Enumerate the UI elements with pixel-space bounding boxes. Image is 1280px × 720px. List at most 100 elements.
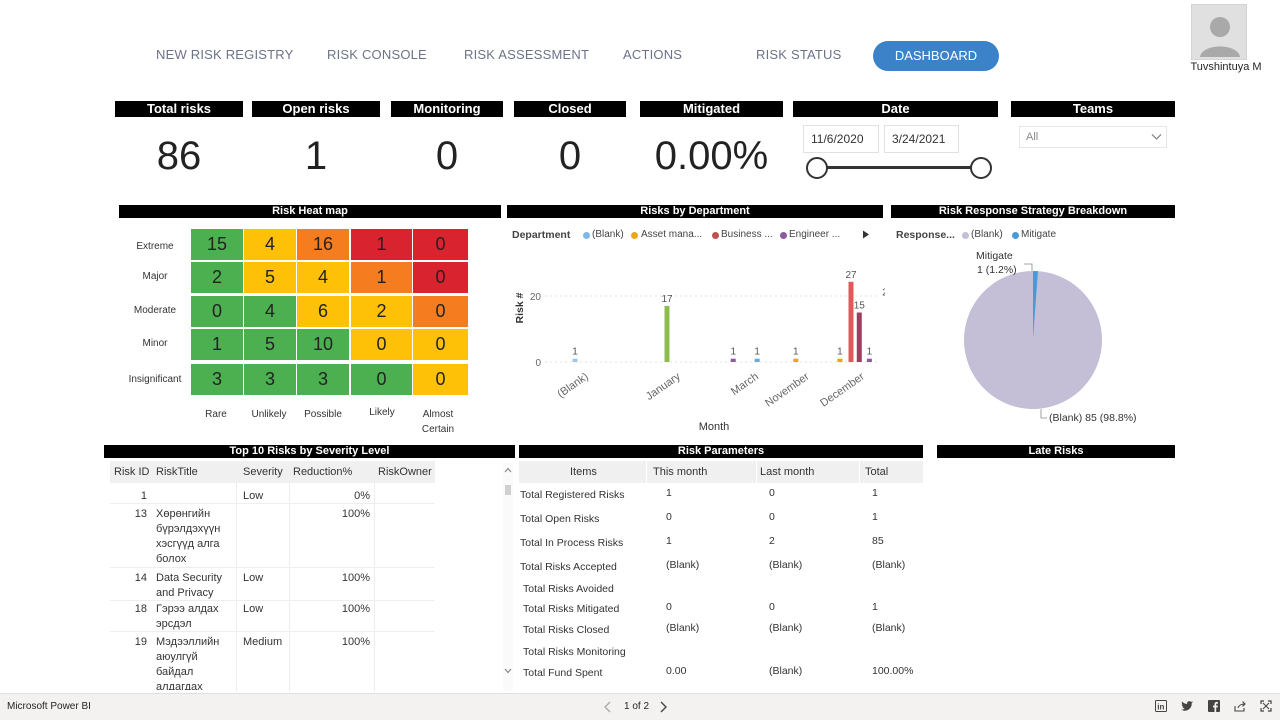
dept-bar[interactable] xyxy=(848,281,854,362)
dept-bar[interactable] xyxy=(793,358,799,362)
scroll-down-icon[interactable] xyxy=(504,668,512,674)
bar-data-label: 21 xyxy=(882,288,885,299)
date-slider-start-handle[interactable] xyxy=(806,157,828,179)
heatmap-cell[interactable]: 2 xyxy=(350,295,413,328)
pie-legend-item[interactable]: (Blank) xyxy=(971,229,1003,240)
dept-bar-chart: 0 20 Risk # 1 17 1 1 1 1 27 15 1 21 (Blank) January Mar… xyxy=(514,270,885,433)
nav-actions[interactable]: ACTIONS xyxy=(623,47,683,62)
avatar[interactable] xyxy=(1191,4,1247,60)
top10-severity: Low xyxy=(243,490,264,502)
params-last-month: (Blank) xyxy=(769,559,803,571)
params-col-header[interactable]: This month xyxy=(653,466,708,478)
x-tick-label: January xyxy=(644,370,683,403)
nav-risk-console[interactable]: RISK CONSOLE xyxy=(327,47,427,62)
params-item: Total Registered Risks xyxy=(520,489,625,501)
pie-legend-title: Response... xyxy=(896,229,955,241)
dept-bar[interactable] xyxy=(837,358,843,362)
teams-dropdown[interactable]: All xyxy=(1019,126,1167,148)
heatmap-cell[interactable]: 5 xyxy=(243,261,297,294)
dept-chart-title: Risks by Department xyxy=(507,205,883,218)
top10-header-row xyxy=(110,461,435,483)
dept-legend-item[interactable]: Business ... xyxy=(721,229,773,240)
date-start-input[interactable]: 11/6/2020 xyxy=(803,125,879,153)
dept-bar[interactable] xyxy=(730,358,736,362)
nav-dashboard[interactable]: DASHBOARD xyxy=(873,41,999,71)
top10-reduction: 100% xyxy=(341,636,370,648)
heatmap-cell[interactable]: 0 xyxy=(412,328,469,361)
heatmap-cell[interactable]: 0 xyxy=(350,363,413,396)
params-col-header[interactable]: Last month xyxy=(760,466,815,478)
params-col-header[interactable]: Total xyxy=(865,466,889,478)
heatmap-cell[interactable]: 0 xyxy=(412,261,469,294)
params-total: 100.00% xyxy=(872,665,914,677)
prev-page-icon[interactable] xyxy=(603,701,613,713)
heatmap-cell[interactable]: 0 xyxy=(412,228,469,261)
dept-bar[interactable] xyxy=(572,358,578,362)
pie-label-mitigate-value: 1 (1.2%) xyxy=(977,264,1017,276)
top10-col-header[interactable]: Risk ID xyxy=(114,466,150,478)
top10-risk-id: 19 xyxy=(134,636,147,648)
page-indicator: 1 of 2 xyxy=(624,701,650,712)
heatmap-cell[interactable]: 0 xyxy=(350,328,413,361)
params-total: 1 xyxy=(872,601,878,613)
scroll-thumb[interactable] xyxy=(505,485,511,495)
params-total: (Blank) xyxy=(872,559,906,571)
top10-col-header[interactable]: RiskTitle xyxy=(156,466,198,478)
pie-slice[interactable] xyxy=(1033,271,1039,340)
scroll-up-icon[interactable] xyxy=(504,467,512,473)
heatmap-cell[interactable]: 10 xyxy=(296,328,350,361)
dept-legend-item[interactable]: Asset mana... xyxy=(641,229,703,240)
params-total: (Blank) xyxy=(872,622,906,634)
dept-legend-item[interactable]: Engineer ... xyxy=(789,229,841,240)
top10-scrollbar[interactable] xyxy=(503,463,513,691)
heatmap-cell[interactable]: 1 xyxy=(350,228,413,261)
date-end-input[interactable]: 3/24/2021 xyxy=(884,125,959,153)
dept-bar[interactable] xyxy=(754,358,760,362)
date-slider-track[interactable] xyxy=(817,166,981,169)
heatmap-cell[interactable]: 5 xyxy=(243,328,297,361)
risk-params-header-row xyxy=(519,461,923,483)
heatmap-cell[interactable]: 2 xyxy=(190,261,244,294)
heatmap-cell[interactable]: 4 xyxy=(296,261,350,294)
legend-next-icon[interactable] xyxy=(862,230,870,239)
next-page-icon[interactable] xyxy=(658,701,668,713)
nav-risk-status[interactable]: RISK STATUS xyxy=(756,47,842,62)
params-this-month: (Blank) xyxy=(666,622,700,634)
heatmap-cell[interactable]: 4 xyxy=(243,228,297,261)
facebook-icon[interactable] xyxy=(1207,700,1221,714)
heatmap-cell[interactable]: 4 xyxy=(243,295,297,328)
twitter-icon[interactable] xyxy=(1180,700,1194,714)
dept-bar[interactable] xyxy=(866,358,872,362)
heatmap-cell[interactable]: 15 xyxy=(190,228,244,261)
dept-bar[interactable] xyxy=(856,312,862,363)
linkedin-icon[interactable]: in xyxy=(1154,700,1168,714)
pie-legend-item[interactable]: Mitigate xyxy=(1021,229,1057,240)
top10-reduction: 100% xyxy=(341,572,370,584)
heatmap-cell[interactable]: 0 xyxy=(412,295,469,328)
heatmap-cell[interactable]: 0 xyxy=(412,363,469,396)
heatmap-cell[interactable]: 1 xyxy=(350,261,413,294)
nav-risk-assessment[interactable]: RISK ASSESSMENT xyxy=(464,47,590,62)
fullscreen-icon[interactable] xyxy=(1259,700,1273,714)
share-icon[interactable] xyxy=(1233,700,1247,714)
params-col-header[interactable]: Items xyxy=(570,466,597,478)
heatmap-cell[interactable]: 0 xyxy=(190,295,244,328)
dept-legend-item[interactable]: (Blank) xyxy=(592,229,624,240)
pie-label-mitigate: Mitigate xyxy=(976,250,1013,262)
top10-col-header[interactable]: Reduction% xyxy=(293,466,353,478)
top10-reduction: 0% xyxy=(354,490,370,502)
response-pie-chart: Mitigate 1 (1.2%) (Blank) 85 (98.8%) xyxy=(964,250,1137,424)
heatmap-cell[interactable]: 6 xyxy=(296,295,350,328)
heatmap-cell[interactable]: 3 xyxy=(190,363,244,396)
nav-new-risk-registry[interactable]: NEW RISK REGISTRY xyxy=(156,47,294,62)
date-slider-end-handle[interactable] xyxy=(970,157,992,179)
top10-col-header[interactable]: RiskOwner xyxy=(378,466,432,478)
heatmap-cell[interactable]: 1 xyxy=(190,328,244,361)
dept-bar[interactable] xyxy=(664,305,670,362)
heatmap-cell[interactable]: 3 xyxy=(296,363,350,396)
top10-col-header[interactable]: Severity xyxy=(243,466,283,478)
powerbi-brand[interactable]: Microsoft Power BI xyxy=(7,701,91,712)
heatmap-cell[interactable]: 16 xyxy=(296,228,350,261)
heatmap-cell[interactable]: 3 xyxy=(243,363,297,396)
kpi-closed-label: Closed xyxy=(514,101,626,117)
